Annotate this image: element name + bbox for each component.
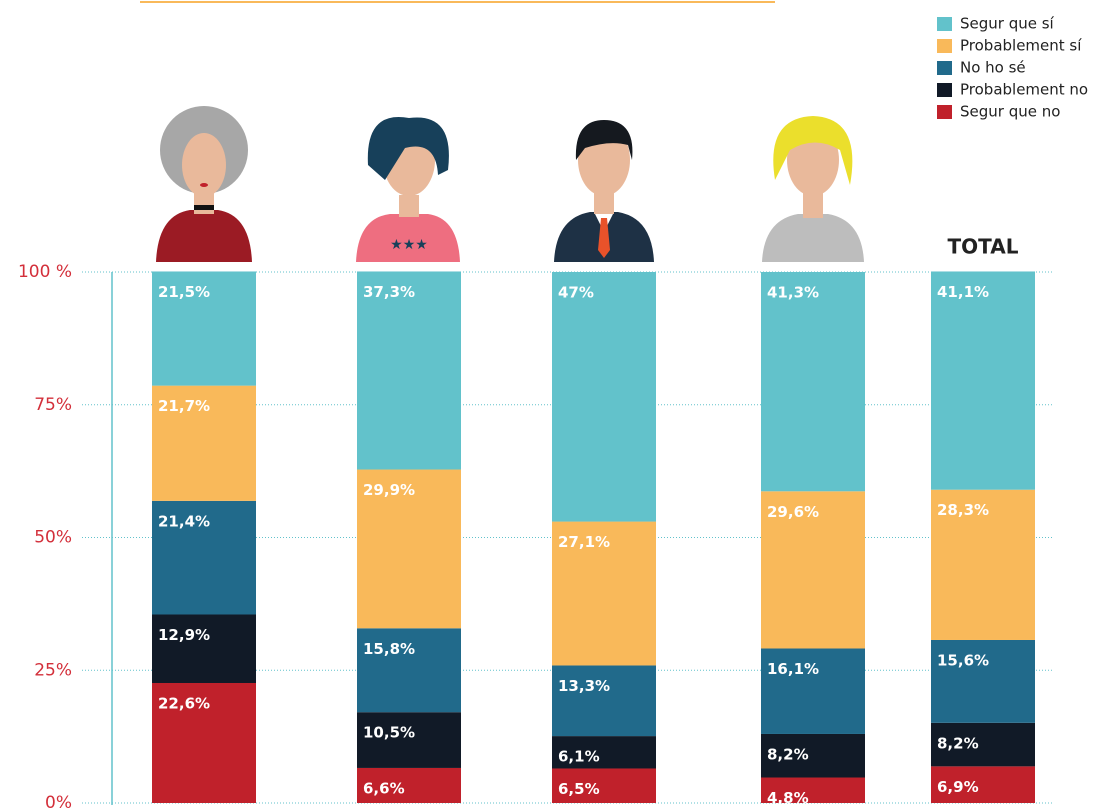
icon-man — [554, 120, 654, 262]
legend-swatch — [937, 17, 952, 31]
legend-label: Segur que sí — [960, 15, 1055, 33]
value-label: 29,9% — [363, 481, 415, 499]
x-category-label: TOTAL — [948, 235, 1019, 259]
value-label: 12,9% — [158, 626, 210, 644]
icon-young-woman: ★★★ — [356, 117, 460, 262]
legend-swatch — [937, 83, 952, 97]
value-label: 6,5% — [558, 780, 600, 798]
value-label: 21,7% — [158, 397, 210, 415]
bar-segment — [552, 272, 656, 522]
legend-label: No ho sé — [960, 59, 1026, 77]
legend-label: Probablement no — [960, 81, 1088, 99]
svg-text:★★★: ★★★ — [390, 237, 428, 253]
value-label: 21,4% — [158, 512, 210, 530]
legend-swatch — [937, 61, 952, 75]
legend-label: Probablement sí — [960, 37, 1082, 55]
value-label: 28,3% — [937, 501, 989, 519]
value-label: 8,2% — [767, 745, 809, 763]
value-label: 47% — [558, 284, 594, 302]
value-label: 27,1% — [558, 533, 610, 551]
value-label: 6,6% — [363, 779, 405, 797]
legend-swatch — [937, 105, 952, 119]
bar-segment — [931, 271, 1035, 489]
y-tick-label: 25% — [34, 660, 72, 680]
value-label: 16,1% — [767, 660, 819, 678]
value-label: 4,8% — [767, 789, 809, 807]
bar-segment — [152, 614, 256, 682]
y-tick-label: 0% — [45, 793, 72, 811]
value-label: 29,6% — [767, 503, 819, 521]
value-label: 6,9% — [937, 778, 979, 796]
value-label: 6,1% — [558, 748, 600, 766]
value-label: 13,3% — [558, 677, 610, 695]
value-label: 41,3% — [767, 284, 819, 302]
chart: ★★★ 0% 25% 50% 75% 100 % 22,6% 12,9% 21,4% 21,7%… — [0, 0, 1105, 811]
y-tick-label: 75% — [34, 395, 72, 415]
value-label: 41,1% — [937, 283, 989, 301]
legend-swatch — [937, 39, 952, 53]
value-label: 37,3% — [363, 283, 415, 301]
icon-elderly-woman — [156, 106, 252, 262]
y-tick-label: 100 % — [18, 262, 72, 282]
legend-label: Segur que no — [960, 103, 1060, 121]
value-label: 8,2% — [937, 734, 979, 752]
value-label: 15,8% — [363, 640, 415, 658]
value-label: 22,6% — [158, 694, 210, 712]
bar-segment — [761, 272, 865, 491]
value-label: 21,5% — [158, 283, 210, 301]
value-label: 15,6% — [937, 651, 989, 669]
bar-segment — [357, 271, 461, 469]
y-tick-label: 50% — [34, 528, 72, 548]
value-label: 10,5% — [363, 724, 415, 742]
icon-blonde — [762, 116, 864, 262]
